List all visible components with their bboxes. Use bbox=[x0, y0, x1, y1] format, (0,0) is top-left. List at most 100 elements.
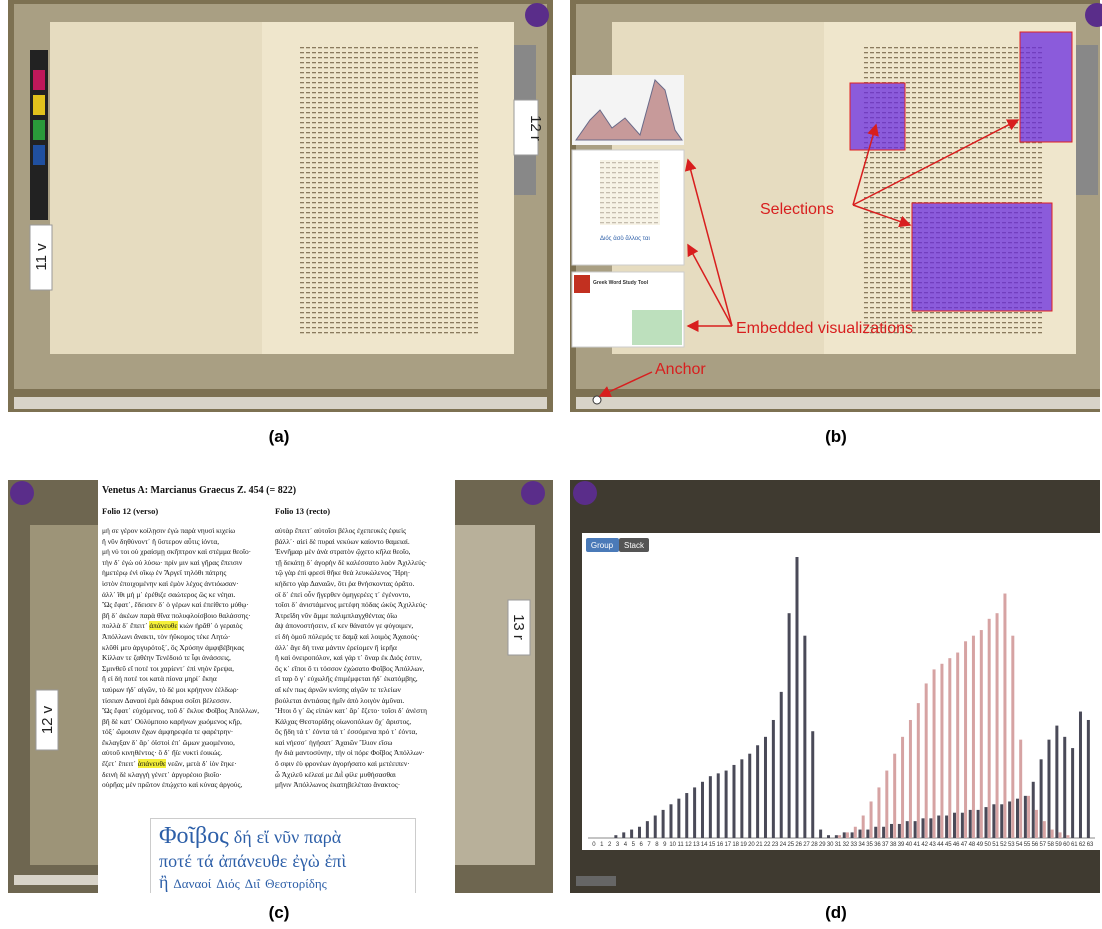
bar bbox=[937, 816, 940, 838]
cloud-word: ἐπὶ bbox=[325, 851, 347, 871]
bar bbox=[1011, 636, 1014, 838]
bar bbox=[1024, 796, 1027, 838]
cloud-word: δή bbox=[234, 827, 252, 847]
x-tick-label: 61 bbox=[1071, 842, 1078, 848]
text-line: ὅς κ᾽ εἴποι ὅ τι τόσσον ἐχώσατο Φοῖβος Ἀ… bbox=[275, 664, 447, 675]
bar bbox=[1000, 804, 1003, 838]
bar bbox=[756, 745, 759, 838]
text-line: Ἤτοι ὅ γ᾽ ὣς εἰπὼν κατ᾽ ἄρ᾽ ἕζετο· τοῖσι… bbox=[275, 706, 447, 717]
bar bbox=[701, 782, 704, 838]
bar bbox=[906, 821, 909, 838]
text-line: ἢ εἰ δή ποτέ τοι κατὰ πίονα μηρί᾽ ἔκηα bbox=[102, 674, 274, 685]
bar bbox=[961, 813, 964, 838]
panel-b bbox=[570, 0, 1102, 412]
bar bbox=[969, 810, 972, 838]
bar bbox=[622, 832, 625, 838]
folio-label: 11 v bbox=[33, 243, 50, 271]
folio-heading: Folio 13 (recto) bbox=[275, 506, 447, 516]
bar bbox=[893, 754, 896, 838]
x-tick-label: 34 bbox=[858, 842, 865, 848]
text-line: ἀλλ᾽ ἴθι μή μ᾽ ἐρέθιζε σαώτερος ὥς κε νέ… bbox=[102, 590, 274, 601]
x-tick-label: 45 bbox=[945, 842, 952, 848]
annotation: Embedded visualizations bbox=[736, 320, 913, 337]
text-line: αὐτὰρ ἔπειτ᾽ αὐτοῖσι βέλος ἐχεπευκὲς ἐφι… bbox=[275, 526, 447, 537]
x-tick-label: 26 bbox=[795, 842, 802, 848]
bar bbox=[996, 613, 999, 838]
bar bbox=[1027, 796, 1030, 838]
bar bbox=[732, 765, 735, 838]
x-tick-label: 47 bbox=[961, 842, 968, 848]
text-line: κήδετο γὰρ Δαναῶν, ὅτι ῥα θνήσκοντας ὁρᾶ… bbox=[275, 579, 447, 590]
panel-d: 0123456789101112131415161718192021222324… bbox=[570, 480, 1100, 893]
bar bbox=[662, 810, 665, 838]
bar bbox=[819, 830, 822, 838]
cloud-word: εἴ bbox=[257, 827, 269, 847]
bar bbox=[780, 692, 783, 838]
text-line: Ἐννῆμαρ μὲν ἀνὰ στρατὸν ᾤχετο κῆλα θεοῖο… bbox=[275, 547, 447, 558]
x-tick-label: 52 bbox=[1000, 842, 1007, 848]
bar bbox=[1079, 712, 1082, 838]
text-line: Ὣς ἔφατ᾽, ἔδεισεν δ᾽ ὁ γέρων καὶ ἐπείθετ… bbox=[102, 600, 274, 611]
cloud-word: Διΐ bbox=[245, 876, 260, 891]
x-tick-label: 23 bbox=[772, 842, 779, 848]
bar bbox=[929, 818, 932, 838]
x-tick-label: 18 bbox=[732, 842, 739, 848]
bar bbox=[843, 832, 846, 838]
bar bbox=[788, 613, 791, 838]
bar bbox=[693, 787, 696, 838]
x-tick-label: 19 bbox=[740, 842, 747, 848]
bar bbox=[909, 720, 912, 838]
text-line: κλῦθί μευ ἀργυρότοξ᾽, ὃς Χρύσην ἀμφιβέβη… bbox=[102, 643, 274, 654]
x-tick-label: 11 bbox=[677, 842, 684, 848]
bar bbox=[1008, 801, 1011, 838]
bar bbox=[933, 669, 936, 838]
x-tick-label: 43 bbox=[929, 842, 936, 848]
folio-label: 12 v bbox=[39, 705, 56, 734]
bar bbox=[803, 636, 806, 838]
x-tick-label: 22 bbox=[764, 842, 771, 848]
bar bbox=[1071, 748, 1074, 838]
text-line: τίσειαν Δαναοὶ ἐμὰ δάκρυα σοῖσι βέλεσσιν… bbox=[102, 696, 274, 707]
x-tick-label: 12 bbox=[685, 842, 692, 848]
group-button[interactable]: Group bbox=[591, 541, 614, 550]
x-tick-label: 33 bbox=[850, 842, 857, 848]
bar bbox=[953, 813, 956, 838]
bar bbox=[1040, 759, 1043, 838]
cloud-word: ἢ bbox=[159, 872, 168, 892]
cloud-row: ποτέτάἀπάνευθεἐγὼἐπὶ bbox=[159, 851, 407, 872]
x-tick-label: 36 bbox=[874, 842, 881, 848]
word-cloud: ΦοῖβοςδήεἴνῦνπαρὰποτέτάἀπάνευθεἐγὼἐπὶἢΔα… bbox=[150, 818, 416, 893]
stack-button[interactable]: Stack bbox=[624, 541, 645, 550]
text-line: αὐτοῦ κινηθέντος· ὃ δ᾽ ἤϊε νυκτὶ ἐοικώς. bbox=[102, 748, 274, 759]
cloud-word: ποτέ bbox=[159, 851, 192, 871]
bar bbox=[740, 759, 743, 838]
x-tick-label: 40 bbox=[906, 842, 913, 848]
text-line: βῆ δὲ κατ᾽ Οὐλύμποιο καρήνων χωόμενος κῆ… bbox=[102, 717, 274, 728]
bar bbox=[956, 653, 959, 838]
bar bbox=[898, 824, 901, 838]
panel-a bbox=[8, 0, 553, 412]
bar bbox=[748, 754, 751, 838]
bar bbox=[1035, 810, 1038, 838]
bar bbox=[709, 776, 712, 838]
folio-heading: Folio 12 (verso) bbox=[102, 506, 274, 516]
caption: (b) bbox=[825, 427, 847, 446]
highlight: ἀπάνευθε bbox=[138, 759, 166, 768]
x-tick-label: 15 bbox=[709, 842, 716, 848]
text-line: βάλλ᾽· αἰεὶ δὲ πυραὶ νεκύων καίοντο θαμε… bbox=[275, 537, 447, 548]
bar bbox=[921, 818, 924, 838]
text-line: Κάλχας Θεστορίδης οἰωνοπόλων ὄχ᾽ ἄριστος… bbox=[275, 717, 447, 728]
bar bbox=[669, 804, 672, 838]
x-tick-label: 32 bbox=[843, 842, 850, 848]
text-line: δεινὴ δὲ κλαγγὴ γένετ᾽ ἀργυρέοιο βιοῖο· bbox=[102, 770, 274, 781]
text-line: πολλὰ δ᾽ ἔπειτ᾽ ἀπάνευθε κιὼν ἠρᾶθ᾽ ὁ γε… bbox=[102, 621, 274, 632]
document: Venetus A: Marcianus Graecus Z. 454 (= 8… bbox=[98, 480, 455, 893]
text-line: καὶ νήεσσ᾽ ἡγήσατ᾽ Ἀχαιῶν Ἴλιον εἴσω bbox=[275, 738, 447, 749]
caption: (d) bbox=[825, 903, 847, 922]
bar bbox=[977, 810, 980, 838]
text-column: Folio 12 (verso)μή σε γέρον κοίλῃσιν ἐγὼ… bbox=[102, 506, 274, 791]
bar bbox=[940, 664, 943, 838]
text-line: ἢ καὶ ὀνειροπόλον, καὶ γάρ τ᾽ ὄναρ ἐκ Δι… bbox=[275, 653, 447, 664]
bar bbox=[1087, 720, 1090, 838]
text-line: ἢ νῦν δηθύνοντ᾽ ἢ ὕστερον αὖτις ἰόντα, bbox=[102, 537, 274, 548]
